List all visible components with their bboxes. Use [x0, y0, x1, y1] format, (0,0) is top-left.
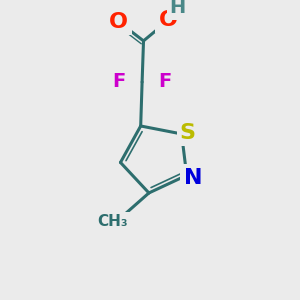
Text: O: O — [159, 10, 178, 30]
Text: N: N — [184, 168, 202, 188]
Text: F: F — [159, 72, 172, 91]
Text: H: H — [169, 0, 186, 17]
Text: O: O — [109, 12, 128, 32]
Text: F: F — [112, 72, 125, 91]
Text: S: S — [180, 122, 196, 142]
Text: CH₃: CH₃ — [98, 214, 128, 229]
